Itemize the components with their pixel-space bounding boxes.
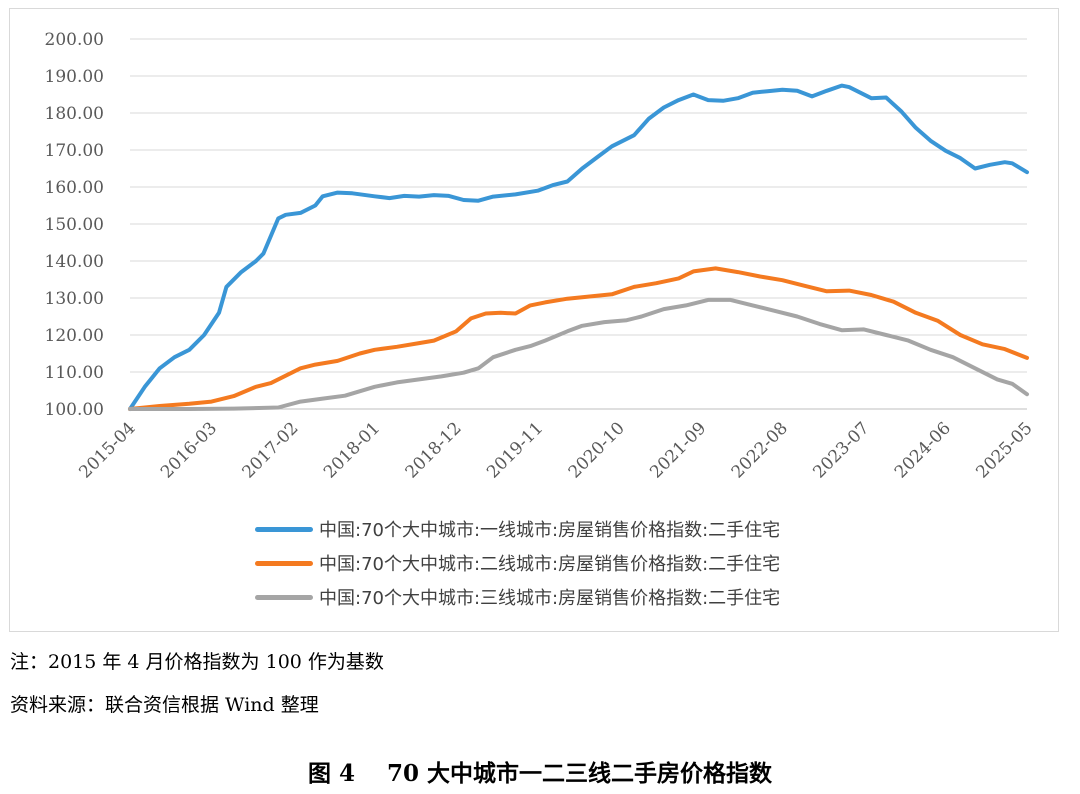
series-line-tier1 bbox=[128, 83, 1029, 411]
figure-caption: 图 4 70 大中城市一二三线二手房价格指数 bbox=[307, 760, 773, 787]
line-chart: 100.00 110.00 120.00 130.00 140.00 150.00 160.… bbox=[45, 30, 1037, 482]
x-tick-label-9: 2023-07 bbox=[809, 418, 873, 482]
y-tick-label-3: 130.00 bbox=[45, 289, 104, 309]
x-tick-label-0: 2015-04 bbox=[75, 418, 139, 482]
x-tick-label-11: 2025-05 bbox=[972, 418, 1036, 482]
y-tick-label-2: 120.00 bbox=[45, 326, 104, 346]
x-tick-label-2: 2017-02 bbox=[239, 418, 303, 482]
x-tick-label-4: 2018-12 bbox=[402, 418, 466, 482]
x-tick-label-10: 2024-06 bbox=[891, 418, 955, 482]
y-tick-label-1: 110.00 bbox=[45, 363, 104, 383]
legend-swatch-tier1 bbox=[255, 526, 313, 532]
legend-label-tier3: 中国:70个大中城市:三线城市:房屋销售价格指数:二手住宅 bbox=[319, 588, 781, 609]
x-tick-label-3: 2018-01 bbox=[320, 418, 384, 482]
legend-swatch-tier2 bbox=[255, 560, 313, 566]
source-note: 资料来源：联合资信根据 Wind 整理 bbox=[10, 694, 319, 716]
x-tick-label-6: 2020-10 bbox=[565, 418, 629, 482]
x-tick-label-8: 2022-08 bbox=[728, 418, 792, 482]
y-tick-label-5: 150.00 bbox=[45, 215, 104, 235]
series-line-tier2 bbox=[128, 266, 1029, 411]
y-tick-label-10: 200.00 bbox=[45, 30, 104, 50]
y-tick-label-7: 170.00 bbox=[45, 141, 104, 161]
y-tick-label-4: 140.00 bbox=[45, 252, 104, 272]
x-tick-label-1: 2016-03 bbox=[157, 418, 221, 482]
legend-item-tier1: 中国:70个大中城市:一线城市:房屋销售价格指数:二手住宅 bbox=[255, 512, 780, 546]
legend-swatch-tier3 bbox=[255, 594, 313, 600]
legend-item-tier2: 中国:70个大中城市:二线城市:房屋销售价格指数:二手住宅 bbox=[255, 546, 780, 580]
y-tick-label-8: 180.00 bbox=[45, 104, 104, 124]
y-tick-label-0: 100.00 bbox=[45, 400, 104, 420]
series-line-tier3 bbox=[128, 297, 1029, 411]
y-tick-label-6: 160.00 bbox=[45, 178, 104, 198]
legend-label-tier2: 中国:70个大中城市:二线城市:房屋销售价格指数:二手住宅 bbox=[319, 554, 781, 575]
y-tick-label-9: 190.00 bbox=[45, 67, 104, 87]
x-tick-label-5: 2019-11 bbox=[483, 418, 547, 482]
legend-label-tier1: 中国:70个大中城市:一线城市:房屋销售价格指数:二手住宅 bbox=[319, 520, 781, 541]
legend-item-tier3: 中国:70个大中城市:三线城市:房屋销售价格指数:二手住宅 bbox=[255, 580, 780, 614]
x-tick-label-7: 2021-09 bbox=[646, 418, 710, 482]
chart-frame bbox=[9, 8, 1059, 632]
base-note: 注：2015 年 4 月价格指数为 100 作为基数 bbox=[10, 651, 384, 673]
chart-legend: 中国:70个大中城市:一线城市:房屋销售价格指数:二手住宅 中国:70个大中城市… bbox=[255, 512, 780, 614]
